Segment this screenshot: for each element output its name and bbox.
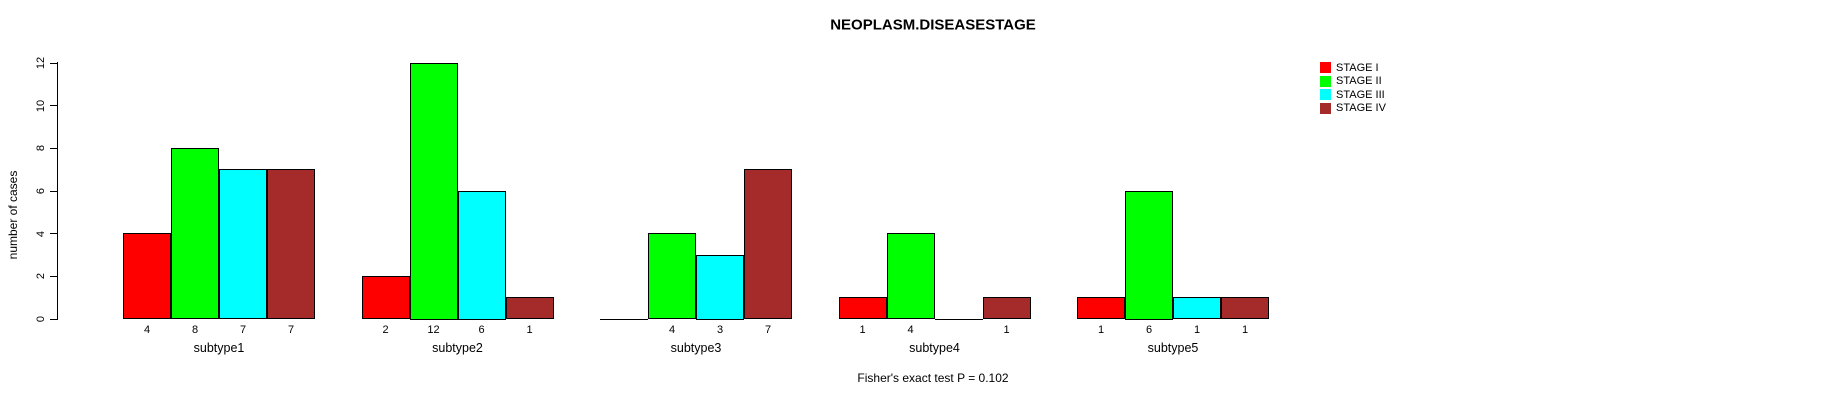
bar-count-label: 12 (427, 324, 440, 336)
legend-label-stage-iv: STAGE IV (1336, 102, 1386, 114)
bar-zero-subtype4-stage-iii (934, 318, 983, 320)
legend-label-stage-iii: STAGE III (1336, 88, 1385, 101)
bar-count-label: 4 (907, 324, 914, 336)
bar-subtype1-stage-iv (267, 169, 315, 320)
bar-count-label: 4 (668, 324, 676, 336)
bar-count-label: 1 (526, 324, 533, 336)
bar-subtype2-stage-iii (457, 190, 506, 320)
bar-count-label: 7 (239, 324, 247, 336)
bar-count-label: 4 (143, 324, 151, 336)
y-tick (50, 190, 57, 192)
bar-count-label: 6 (1145, 324, 1153, 336)
bar-subtype1-stage-iii (219, 169, 267, 320)
bar-count-label: 1 (1097, 324, 1105, 336)
bar-subtype4-stage-iv (982, 297, 1031, 320)
category-label-subtype4: subtype4 (909, 341, 960, 355)
bar-subtype1-stage-ii (171, 147, 219, 320)
y-tick-label: 10 (35, 99, 47, 112)
bar-subtype5-stage-i (1077, 297, 1125, 320)
category-label-subtype5: subtype5 (1147, 341, 1199, 355)
bar-count-label: 1 (1003, 324, 1010, 336)
bar-count-label: 3 (716, 324, 724, 336)
legend-label-stage-ii: STAGE II (1336, 75, 1382, 87)
bar-count-label: 1 (859, 324, 866, 336)
category-label-subtype3: subtype3 (670, 341, 722, 355)
bar-subtype4-stage-ii (886, 233, 935, 320)
legend-label-stage-i: STAGE I (1336, 61, 1379, 74)
bar-count-label: 7 (287, 324, 295, 336)
category-label-subtype2: subtype2 (432, 341, 483, 355)
legend-swatch-stage-i (1320, 62, 1331, 73)
y-tick (50, 318, 57, 320)
bar-count-label: 7 (764, 324, 772, 336)
bar-subtype2-stage-iv (505, 297, 554, 320)
y-tick-label: 0 (35, 315, 47, 323)
legend-swatch-stage-iii (1320, 89, 1331, 100)
y-tick (50, 275, 57, 277)
bar-count-label: 1 (1193, 324, 1201, 336)
y-tick (50, 62, 57, 64)
category-label-subtype1: subtype1 (193, 341, 245, 355)
y-tick (50, 105, 57, 107)
bar-subtype1-stage-i (123, 233, 171, 320)
bar-count-label: 2 (382, 324, 389, 336)
legend-swatch-stage-iv (1320, 102, 1331, 114)
bar-subtype5-stage-iii (1173, 297, 1221, 320)
bar-count-label: 1 (1241, 324, 1249, 336)
bar-subtype3-stage-iv (744, 169, 792, 320)
y-tick-label: 4 (35, 230, 47, 237)
y-tick-label: 8 (35, 145, 47, 152)
bar-subtype5-stage-iv (1221, 297, 1269, 320)
y-tick-label: 6 (35, 187, 47, 195)
bar-subtype5-stage-ii (1125, 190, 1173, 320)
bar-subtype3-stage-ii (648, 233, 696, 320)
y-tick-label: 2 (35, 273, 47, 280)
bar-zero-subtype3-stage-i (600, 318, 648, 320)
bar-count-label: 6 (478, 324, 485, 336)
legend-swatch-stage-ii (1320, 75, 1331, 87)
chart-title: NEOPLASM.DISEASESTAGE (830, 16, 1036, 34)
y-axis-line (57, 62, 58, 320)
bar-subtype3-stage-iii (696, 254, 744, 320)
y-tick-label: 12 (35, 56, 47, 70)
y-tick (50, 147, 57, 149)
bar-subtype4-stage-i (838, 297, 887, 320)
stat-test-note: Fisher's exact test P = 0.102 (857, 371, 1009, 385)
y-tick (50, 233, 57, 235)
bar-subtype2-stage-ii (409, 62, 458, 320)
bar-subtype2-stage-i (361, 275, 410, 320)
y-axis-label: number of cases (6, 170, 20, 260)
bar-count-label: 8 (191, 324, 199, 336)
